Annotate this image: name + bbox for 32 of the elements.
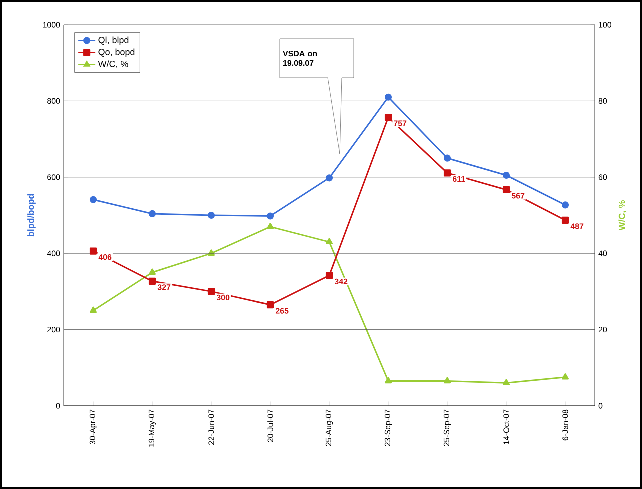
legend-label: W/C, % bbox=[98, 60, 128, 68]
point bbox=[90, 196, 98, 204]
point bbox=[384, 114, 392, 122]
point bbox=[562, 373, 570, 380]
point bbox=[90, 306, 98, 314]
point bbox=[148, 268, 156, 275]
point bbox=[148, 210, 156, 218]
point bbox=[208, 250, 216, 256]
point bbox=[444, 377, 452, 384]
point bbox=[326, 174, 334, 182]
point bbox=[502, 379, 510, 386]
y2-axis-title: W/C, % bbox=[618, 200, 627, 231]
point bbox=[266, 222, 274, 230]
legend-label: Qo, bopd bbox=[98, 48, 135, 58]
point bbox=[384, 94, 392, 101]
point bbox=[148, 278, 156, 285]
point bbox=[562, 202, 570, 209]
point bbox=[266, 212, 274, 220]
point bbox=[326, 238, 334, 245]
point bbox=[444, 170, 452, 177]
point bbox=[326, 272, 334, 280]
legend-label: Ql, blpd bbox=[98, 36, 129, 46]
point bbox=[266, 301, 274, 309]
point bbox=[208, 212, 216, 220]
point bbox=[208, 288, 216, 296]
y-axis-title: blpd/bopd bbox=[28, 194, 36, 237]
point bbox=[502, 186, 510, 194]
point bbox=[502, 172, 510, 180]
point bbox=[90, 248, 98, 255]
point bbox=[444, 154, 452, 162]
point bbox=[562, 216, 570, 224]
point bbox=[384, 377, 392, 384]
